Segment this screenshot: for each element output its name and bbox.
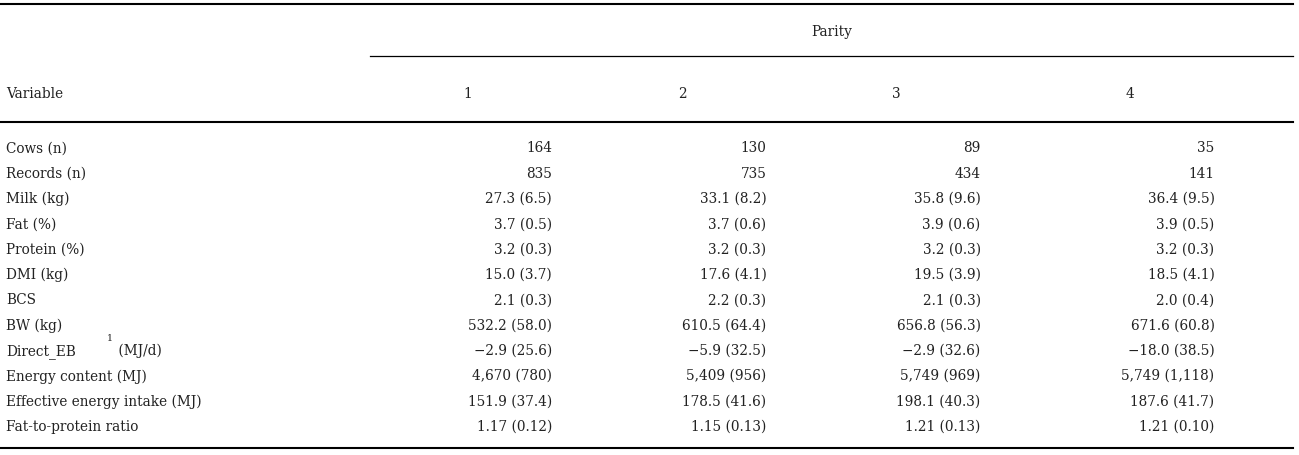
Text: 1: 1 — [464, 86, 472, 101]
Text: 178.5 (41.6): 178.5 (41.6) — [682, 394, 766, 408]
Text: 2.1 (0.3): 2.1 (0.3) — [922, 293, 981, 307]
Text: 2.2 (0.3): 2.2 (0.3) — [708, 293, 766, 307]
Text: 151.9 (37.4): 151.9 (37.4) — [468, 394, 552, 408]
Text: 35: 35 — [1198, 141, 1215, 155]
Text: 5,749 (969): 5,749 (969) — [900, 369, 981, 382]
Text: 1.21 (0.10): 1.21 (0.10) — [1139, 419, 1215, 433]
Text: 3.7 (0.6): 3.7 (0.6) — [708, 217, 766, 231]
Text: 3.2 (0.3): 3.2 (0.3) — [1156, 242, 1215, 256]
Text: 1.15 (0.13): 1.15 (0.13) — [691, 419, 766, 433]
Text: 434: 434 — [955, 167, 981, 180]
Text: Cows (n): Cows (n) — [6, 141, 68, 155]
Text: 3: 3 — [892, 86, 900, 101]
Text: BCS: BCS — [6, 293, 36, 307]
Text: 1.21 (0.13): 1.21 (0.13) — [905, 419, 981, 433]
Text: 4,670 (780): 4,670 (780) — [472, 369, 552, 382]
Text: Energy content (MJ): Energy content (MJ) — [6, 369, 147, 383]
Text: Fat (%): Fat (%) — [6, 217, 57, 231]
Text: 671.6 (60.8): 671.6 (60.8) — [1130, 318, 1215, 332]
Text: 610.5 (64.4): 610.5 (64.4) — [682, 318, 766, 332]
Text: 4: 4 — [1126, 86, 1134, 101]
Text: 656.8 (56.3): 656.8 (56.3) — [896, 318, 981, 332]
Text: 19.5 (3.9): 19.5 (3.9) — [913, 268, 981, 281]
Text: 18.5 (4.1): 18.5 (4.1) — [1148, 268, 1215, 281]
Text: Protein (%): Protein (%) — [6, 242, 86, 256]
Text: 5,749 (1,118): 5,749 (1,118) — [1121, 369, 1215, 382]
Text: Direct_EB: Direct_EB — [6, 343, 77, 358]
Text: 735: 735 — [740, 167, 766, 180]
Text: 3.9 (0.5): 3.9 (0.5) — [1156, 217, 1215, 231]
Text: DMI (kg): DMI (kg) — [6, 268, 69, 282]
Text: −2.9 (25.6): −2.9 (25.6) — [474, 343, 552, 357]
Text: 187.6 (41.7): 187.6 (41.7) — [1130, 394, 1215, 408]
Text: (MJ/d): (MJ/d) — [114, 343, 162, 358]
Text: 1.17 (0.12): 1.17 (0.12) — [477, 419, 552, 433]
Text: 2: 2 — [678, 86, 686, 101]
Text: 532.2 (58.0): 532.2 (58.0) — [468, 318, 552, 332]
Text: Parity: Parity — [811, 25, 852, 39]
Text: 17.6 (4.1): 17.6 (4.1) — [700, 268, 766, 281]
Text: 141: 141 — [1189, 167, 1215, 180]
Text: BW (kg): BW (kg) — [6, 318, 62, 332]
Text: 1: 1 — [107, 333, 113, 342]
Text: 5,409 (956): 5,409 (956) — [686, 369, 766, 382]
Text: −2.9 (32.6): −2.9 (32.6) — [903, 343, 981, 357]
Text: 33.1 (8.2): 33.1 (8.2) — [700, 192, 766, 206]
Text: 164: 164 — [526, 141, 552, 155]
Text: Milk (kg): Milk (kg) — [6, 192, 70, 206]
Text: 27.3 (6.5): 27.3 (6.5) — [486, 192, 552, 206]
Text: Records (n): Records (n) — [6, 167, 87, 180]
Text: 3.9 (0.6): 3.9 (0.6) — [922, 217, 981, 231]
Text: 835: 835 — [526, 167, 552, 180]
Text: 3.2 (0.3): 3.2 (0.3) — [922, 242, 981, 256]
Text: 3.2 (0.3): 3.2 (0.3) — [708, 242, 766, 256]
Text: 130: 130 — [740, 141, 766, 155]
Text: 36.4 (9.5): 36.4 (9.5) — [1147, 192, 1215, 206]
Text: 89: 89 — [964, 141, 981, 155]
Text: 35.8 (9.6): 35.8 (9.6) — [914, 192, 981, 206]
Text: 2.1 (0.3): 2.1 (0.3) — [494, 293, 552, 307]
Text: −5.9 (32.5): −5.9 (32.5) — [688, 343, 766, 357]
Text: 3.2 (0.3): 3.2 (0.3) — [494, 242, 552, 256]
Text: −18.0 (38.5): −18.0 (38.5) — [1128, 343, 1215, 357]
Text: 15.0 (3.7): 15.0 (3.7) — [486, 268, 552, 281]
Text: Variable: Variable — [6, 86, 64, 101]
Text: 3.7 (0.5): 3.7 (0.5) — [494, 217, 552, 231]
Text: Effective energy intake (MJ): Effective energy intake (MJ) — [6, 394, 203, 408]
Text: Fat-to-protein ratio: Fat-to-protein ratio — [6, 419, 139, 433]
Text: 198.1 (40.3): 198.1 (40.3) — [896, 394, 981, 408]
Text: 2.0 (0.4): 2.0 (0.4) — [1156, 293, 1215, 307]
